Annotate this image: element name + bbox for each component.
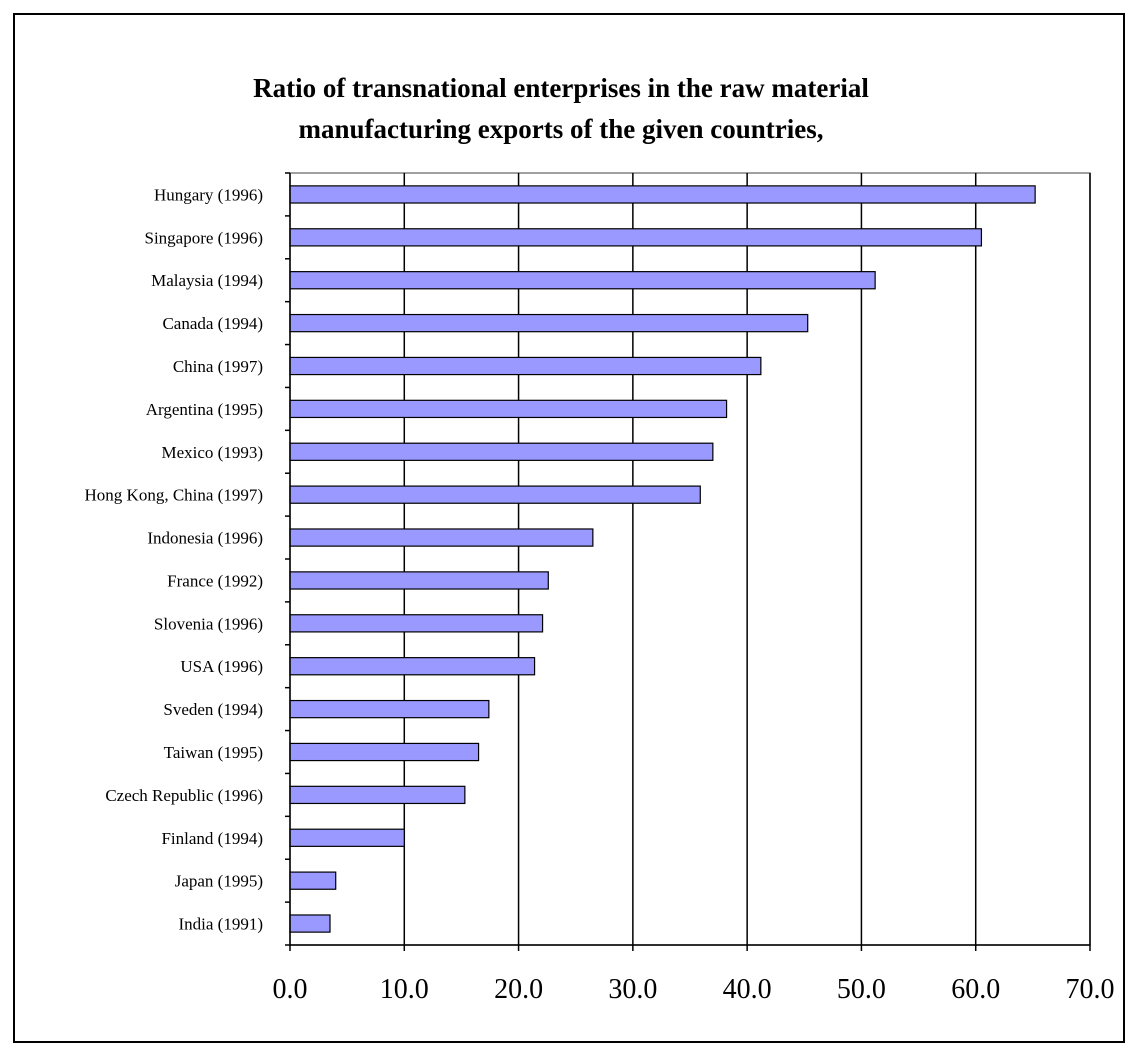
axes (285, 172, 1091, 951)
category-label: Taiwan (1995) (164, 743, 263, 762)
bar (289, 313, 809, 333)
category-label: Czech Republic (1996) (105, 786, 263, 805)
category-label: Hong Kong, China (1997) (85, 486, 263, 505)
bar (289, 657, 536, 676)
chart-title-line-2: manufacturing exports of the given count… (299, 114, 824, 144)
x-tick-label: 10.0 (380, 974, 429, 1005)
bar (289, 271, 876, 290)
bar (289, 528, 594, 547)
category-label: Indonesia (1996) (147, 529, 263, 548)
bar (289, 828, 405, 847)
bar (289, 485, 701, 504)
category-label: Canada (1994) (162, 314, 263, 333)
bar (289, 742, 480, 762)
x-tick-label: 20.0 (494, 974, 543, 1005)
category-label: France (1992) (167, 571, 263, 590)
chart-title-line-1: Ratio of transnational enterprises in th… (253, 73, 869, 103)
category-label: Slovenia (1996) (154, 614, 263, 633)
bar (289, 699, 490, 719)
bar (289, 785, 466, 805)
bar (289, 185, 1036, 204)
category-label: Singapore (1996) (144, 228, 263, 247)
category-label: Japan (1995) (175, 872, 263, 891)
x-tick-label: 30.0 (608, 974, 657, 1005)
x-tick-label: 50.0 (837, 974, 886, 1005)
category-label: India (1991) (178, 915, 263, 934)
category-labels: Hungary (1996) Singapore (1996) Malaysia (… (85, 185, 263, 933)
chart-frame (13, 13, 1125, 1043)
gridlines (403, 173, 1091, 945)
bars (289, 185, 1036, 933)
x-tick-label: 0.0 (273, 974, 308, 1005)
bar (289, 914, 331, 933)
category-label: Argentina (1995) (146, 400, 263, 419)
bar (289, 614, 544, 633)
category-label: Malaysia (1994) (151, 271, 263, 290)
bar (289, 228, 983, 247)
bar (289, 871, 337, 890)
category-label: Finland (1994) (161, 829, 263, 848)
bar (289, 571, 549, 590)
bar (289, 442, 714, 461)
category-label: China (1997) (173, 357, 263, 376)
x-tick-label: 40.0 (723, 974, 772, 1005)
category-label: USA (1996) (180, 657, 263, 676)
bar (289, 399, 728, 419)
category-label: Hungary (1996) (154, 185, 263, 204)
x-tick-labels: 0.0 10.0 20.0 30.0 40.0 50.0 60.0 70.0 (273, 974, 1115, 1005)
category-label: Mexico (1993) (161, 443, 263, 462)
bar (289, 356, 762, 376)
x-tick-label: 60.0 (951, 974, 1000, 1005)
category-label: Sveden (1994) (163, 700, 263, 719)
x-tick-label: 70.0 (1066, 974, 1115, 1005)
